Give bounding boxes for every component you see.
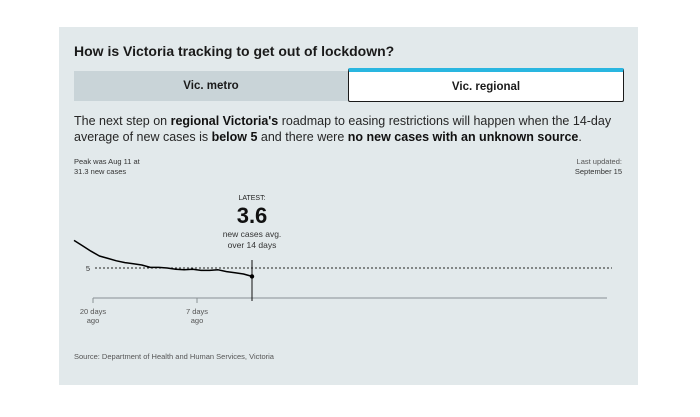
- cases-chart: 20 days ago 7 days ago 5 LATEST: 3.6 new…: [73, 195, 612, 325]
- x-tick-label-7-line1: 7 days: [186, 307, 208, 316]
- desc-bold-threshold: below 5: [211, 130, 258, 144]
- x-tick-label-20-line2: ago: [87, 316, 100, 325]
- tab-vic-regional[interactable]: Vic. regional: [348, 68, 624, 102]
- latest-caption-line2: over 14 days: [228, 240, 277, 250]
- x-tick-label-7-line2: ago: [191, 316, 204, 325]
- latest-label: LATEST:: [238, 195, 265, 202]
- peak-note: Peak was Aug 11 at 31.3 new cases: [74, 157, 140, 177]
- last-updated: Last updated: September 15: [575, 157, 622, 177]
- last-updated-date: September 15: [574, 167, 622, 176]
- tracker-card: How is Victoria tracking to get out of l…: [59, 27, 638, 385]
- source-note: Source: Department of Health and Human S…: [74, 352, 274, 361]
- desc-text-1: The next step on: [74, 114, 171, 128]
- x-tick-label-20-line1: 20 days: [80, 307, 107, 316]
- desc-bold-unknown-source: no new cases with an unknown source: [347, 130, 579, 144]
- threshold-label: 5: [86, 264, 90, 273]
- desc-bold-region: regional Victoria's: [170, 114, 279, 128]
- last-updated-label: Last updated:: [576, 157, 622, 166]
- desc-text-2: roadmap to easing restrictions will happ…: [74, 114, 612, 144]
- desc-text-3: and there were: [257, 130, 348, 144]
- roadmap-description: The next step on regional Victoria's roa…: [74, 113, 629, 145]
- latest-value: 3.6: [237, 203, 268, 228]
- region-tabs: Vic. metro Vic. regional: [74, 68, 624, 102]
- peak-line-2: 31.3 new cases: [74, 167, 127, 176]
- latest-caption-line1: new cases avg.: [223, 229, 282, 239]
- series-line: [73, 239, 253, 278]
- card-title: How is Victoria tracking to get out of l…: [74, 43, 395, 59]
- desc-text-4: .: [578, 130, 582, 144]
- latest-point: [249, 274, 255, 279]
- peak-line-1: Peak was Aug 11 at: [74, 157, 140, 166]
- tab-vic-metro[interactable]: Vic. metro: [74, 71, 348, 101]
